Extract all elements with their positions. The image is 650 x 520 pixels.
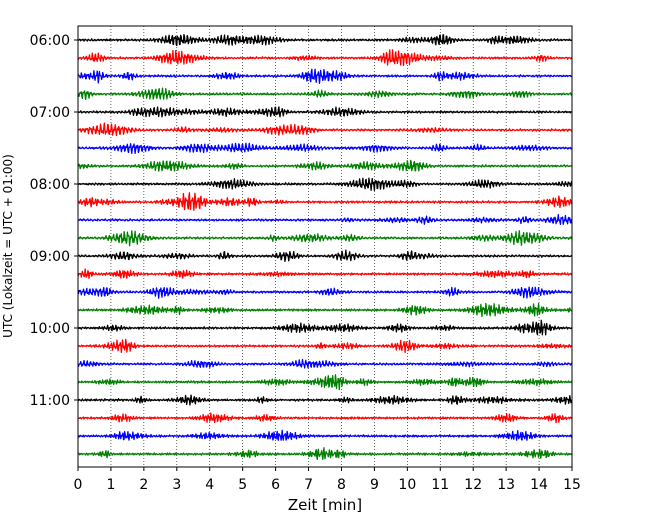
x-tick-label-8: 8 <box>337 477 346 493</box>
x-tick-label-13: 13 <box>497 477 515 493</box>
x-tick-label-6: 6 <box>271 477 280 493</box>
trace-12 <box>77 230 573 247</box>
x-tick-label-0: 0 <box>74 477 83 493</box>
y-axis-ticks: 06:00 07:00 08:00 09:00 10:00 11:00 <box>30 33 78 409</box>
trace-16 <box>77 302 573 318</box>
trace-6 <box>77 122 573 137</box>
trace-1 <box>77 33 573 47</box>
trace-3 <box>77 68 573 84</box>
trace-23 <box>77 429 573 441</box>
trace-2 <box>77 49 573 67</box>
trace-14 <box>77 268 573 279</box>
trace-17 <box>77 319 573 336</box>
trace-5 <box>77 106 573 118</box>
y-tick-label-09:00: 09:00 <box>30 249 70 265</box>
trace-22 <box>77 412 573 424</box>
trace-9 <box>77 177 573 192</box>
x-tick-label-9: 9 <box>370 477 379 493</box>
y-tick-label-10:00: 10:00 <box>30 321 70 337</box>
trace-10 <box>77 192 573 211</box>
x-tick-label-7: 7 <box>304 477 313 493</box>
x-tick-label-1: 1 <box>106 477 115 493</box>
trace-7 <box>77 142 573 154</box>
x-tick-label-15: 15 <box>563 477 581 493</box>
x-tick-label-4: 4 <box>205 477 214 493</box>
plot-frame <box>77 25 573 468</box>
x-tick-label-12: 12 <box>464 477 482 493</box>
y-axis-label: UTC (Lokalzeit = UTC + 01:00) <box>1 154 15 338</box>
x-axis-label: Zeit [min] <box>288 496 362 514</box>
trace-20 <box>77 374 573 391</box>
trace-8 <box>77 159 573 172</box>
x-axis-ticks: 0 1 2 3 4 5 6 7 8 9 10 11 12 13 14 15 <box>74 467 581 493</box>
x-tick-label-14: 14 <box>530 477 548 493</box>
x-tick-label-11: 11 <box>431 477 449 493</box>
y-tick-label-11:00: 11:00 <box>30 393 70 409</box>
y-tick-label-06:00: 06:00 <box>30 33 70 49</box>
x-tick-label-10: 10 <box>398 477 416 493</box>
trace-4 <box>77 87 573 101</box>
trace-18 <box>77 338 573 354</box>
trace-19 <box>77 358 573 369</box>
y-tick-label-08:00: 08:00 <box>30 177 70 193</box>
trace-13 <box>77 249 573 263</box>
x-tick-label-5: 5 <box>238 477 247 493</box>
seismogram-traces <box>77 33 573 461</box>
x-tick-label-3: 3 <box>172 477 181 493</box>
trace-21 <box>77 394 573 406</box>
trace-15 <box>77 286 573 299</box>
y-tick-label-07:00: 07:00 <box>30 105 70 121</box>
trace-24 <box>77 447 573 461</box>
x-tick-label-2: 2 <box>139 477 148 493</box>
trace-11 <box>77 214 573 225</box>
